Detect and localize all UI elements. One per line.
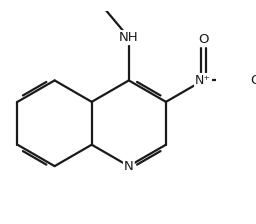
Text: N⁺: N⁺ xyxy=(195,74,211,87)
Text: O⁻: O⁻ xyxy=(251,74,256,87)
Text: O: O xyxy=(198,33,208,46)
Text: N: N xyxy=(124,160,134,173)
Text: NH: NH xyxy=(119,31,139,44)
